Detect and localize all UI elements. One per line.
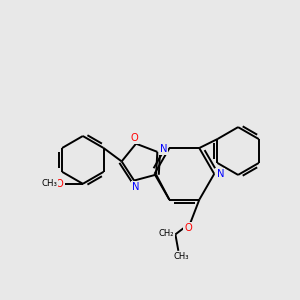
Text: CH₃: CH₃ xyxy=(41,179,57,188)
Text: N: N xyxy=(160,145,168,154)
Text: O: O xyxy=(184,223,192,233)
Text: CH₂: CH₂ xyxy=(159,229,174,238)
Text: O: O xyxy=(56,178,63,188)
Text: N: N xyxy=(217,169,224,179)
Text: O: O xyxy=(131,133,138,143)
Text: N: N xyxy=(132,182,139,191)
Text: CH₃: CH₃ xyxy=(173,252,188,261)
